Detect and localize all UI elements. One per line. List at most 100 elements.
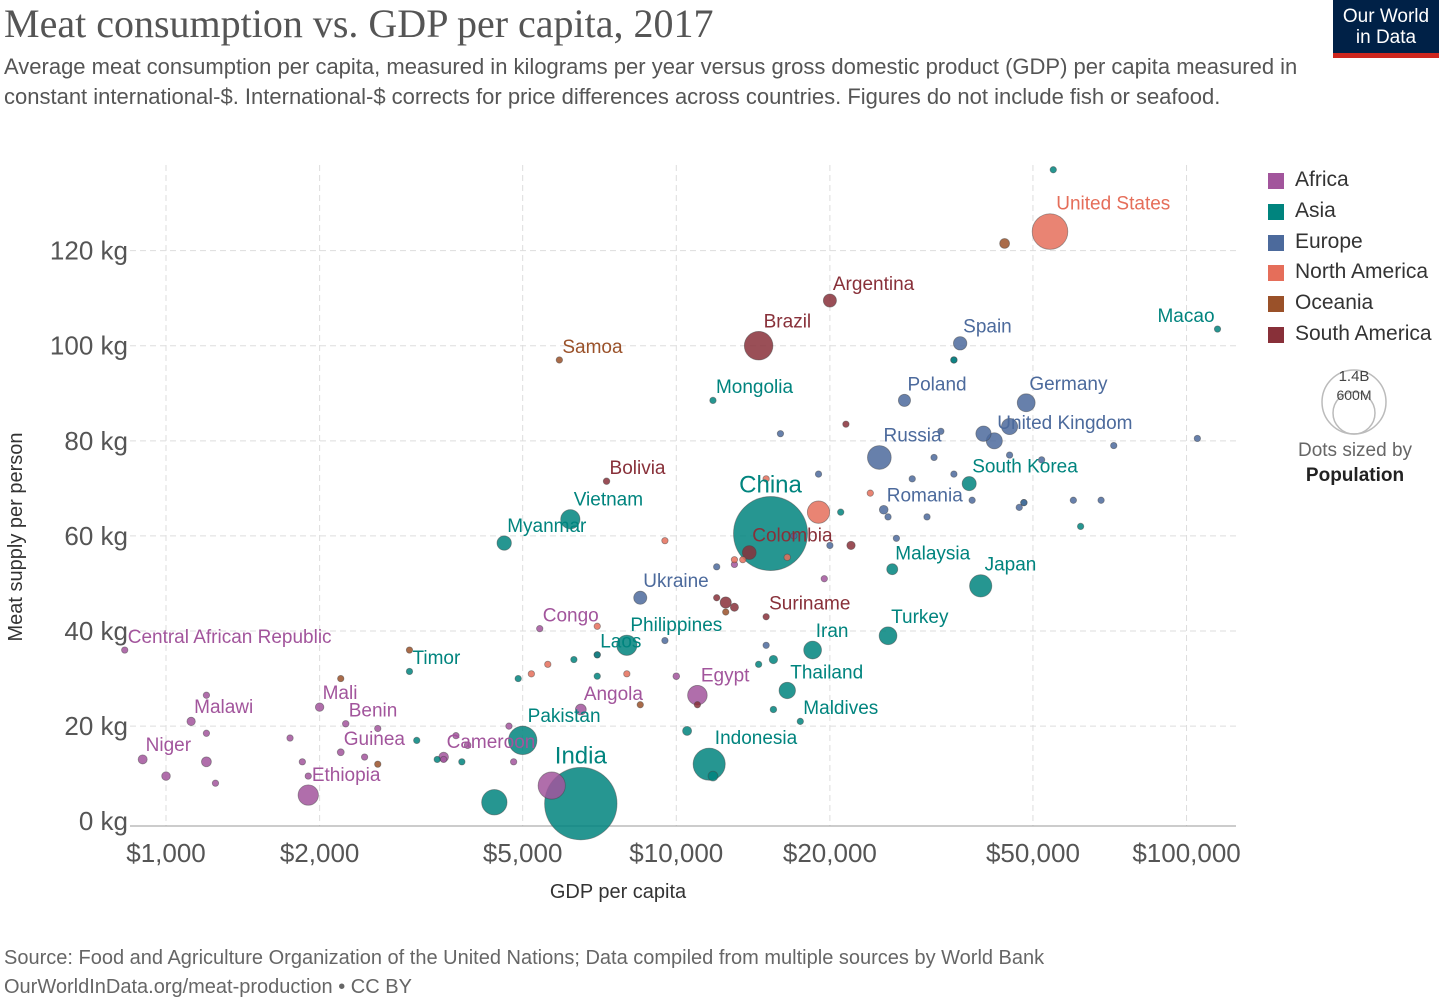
data-point[interactable]: [846, 540, 856, 551]
data-point[interactable]: [137, 754, 148, 765]
data-point[interactable]: [623, 670, 631, 678]
data-point[interactable]: [892, 534, 900, 542]
data-point[interactable]: [374, 724, 382, 733]
data-point[interactable]: [537, 771, 566, 800]
data-point[interactable]: [719, 596, 732, 609]
data-point[interactable]: [953, 336, 968, 351]
data-point[interactable]: [878, 626, 898, 646]
data-point[interactable]: [186, 716, 196, 726]
data-point[interactable]: [336, 748, 345, 757]
data-point[interactable]: [1005, 451, 1014, 459]
data-point[interactable]: [286, 734, 294, 742]
data-point[interactable]: [741, 545, 757, 560]
data-point[interactable]: [762, 641, 770, 649]
data-point[interactable]: [776, 430, 785, 438]
data-point[interactable]: [298, 758, 306, 766]
data-point[interactable]: [1213, 325, 1222, 333]
data-point[interactable]: [950, 470, 958, 478]
data-point[interactable]: [783, 553, 791, 561]
data-point[interactable]: [570, 655, 578, 664]
data-point[interactable]: [908, 475, 916, 483]
data-point[interactable]: [337, 674, 345, 683]
data-point[interactable]: [968, 496, 976, 504]
data-point[interactable]: [886, 563, 899, 576]
data-point[interactable]: [866, 489, 874, 497]
data-point[interactable]: [514, 674, 522, 683]
data-point[interactable]: [602, 477, 611, 485]
data-point[interactable]: [560, 509, 581, 530]
data-point[interactable]: [930, 453, 938, 462]
data-point[interactable]: [1193, 434, 1201, 443]
data-point[interactable]: [820, 575, 828, 583]
data-point[interactable]: [999, 238, 1010, 249]
data-point[interactable]: [616, 634, 638, 656]
data-point[interactable]: [755, 660, 763, 668]
data-point[interactable]: [405, 646, 414, 654]
data-point[interactable]: [1038, 456, 1046, 464]
data-point[interactable]: [527, 670, 535, 678]
data-point[interactable]: [1016, 393, 1036, 413]
data-point[interactable]: [304, 772, 312, 780]
data-point[interactable]: [202, 691, 211, 699]
data-point[interactable]: [878, 504, 889, 515]
data-point[interactable]: [413, 736, 421, 745]
data-point[interactable]: [739, 556, 747, 564]
data-point[interactable]: [452, 732, 460, 740]
data-point[interactable]: [575, 703, 587, 716]
data-point[interactable]: [713, 563, 721, 571]
data-point[interactable]: [729, 602, 739, 612]
data-point[interactable]: [923, 513, 931, 521]
data-point[interactable]: [768, 654, 778, 665]
data-point[interactable]: [1049, 166, 1057, 174]
data-point[interactable]: [803, 640, 822, 660]
data-point[interactable]: [814, 470, 823, 478]
data-point[interactable]: [314, 702, 325, 712]
data-point[interactable]: [822, 293, 837, 308]
data-point[interactable]: [842, 420, 850, 428]
data-point[interactable]: [593, 651, 601, 659]
data-point[interactable]: [161, 771, 171, 781]
data-point[interactable]: [790, 532, 798, 540]
data-point[interactable]: [884, 513, 892, 521]
data-point[interactable]: [1020, 499, 1028, 507]
data-point[interactable]: [1031, 213, 1069, 250]
data-point[interactable]: [510, 758, 518, 766]
data-point[interactable]: [950, 356, 958, 364]
data-point[interactable]: [360, 753, 369, 761]
data-point[interactable]: [796, 717, 804, 725]
data-point[interactable]: [633, 590, 648, 605]
data-point[interactable]: [1015, 503, 1023, 511]
data-point[interactable]: [661, 636, 669, 645]
data-point[interactable]: [897, 393, 911, 407]
data-point[interactable]: [1110, 441, 1118, 450]
data-point[interactable]: [969, 574, 993, 598]
data-point[interactable]: [544, 660, 552, 668]
data-point[interactable]: [505, 722, 513, 730]
data-point[interactable]: [713, 594, 721, 602]
data-point[interactable]: [201, 756, 212, 768]
data-point[interactable]: [937, 427, 945, 435]
data-point[interactable]: [806, 500, 831, 524]
data-point[interactable]: [1097, 496, 1105, 504]
data-point[interactable]: [867, 445, 892, 470]
data-point[interactable]: [508, 725, 538, 756]
data-point[interactable]: [762, 613, 770, 621]
data-point[interactable]: [743, 331, 774, 361]
license-link[interactable]: OurWorldInData.org/meat-production • CC …: [4, 976, 412, 998]
data-point[interactable]: [297, 784, 319, 806]
data-point[interactable]: [463, 741, 472, 749]
data-point[interactable]: [778, 681, 796, 700]
data-point[interactable]: [1069, 496, 1077, 504]
data-point[interactable]: [555, 356, 563, 364]
data-point[interactable]: [682, 725, 693, 736]
data-point[interactable]: [374, 760, 382, 768]
data-point[interactable]: [961, 476, 977, 492]
data-point[interactable]: [342, 720, 350, 728]
data-point[interactable]: [593, 622, 601, 630]
data-point[interactable]: [440, 755, 448, 764]
data-point[interactable]: [769, 705, 778, 714]
data-point[interactable]: [405, 667, 414, 676]
owid-logo[interactable]: Our World in Data: [1333, 0, 1439, 58]
data-point[interactable]: [636, 701, 644, 709]
data-point[interactable]: [672, 672, 681, 680]
